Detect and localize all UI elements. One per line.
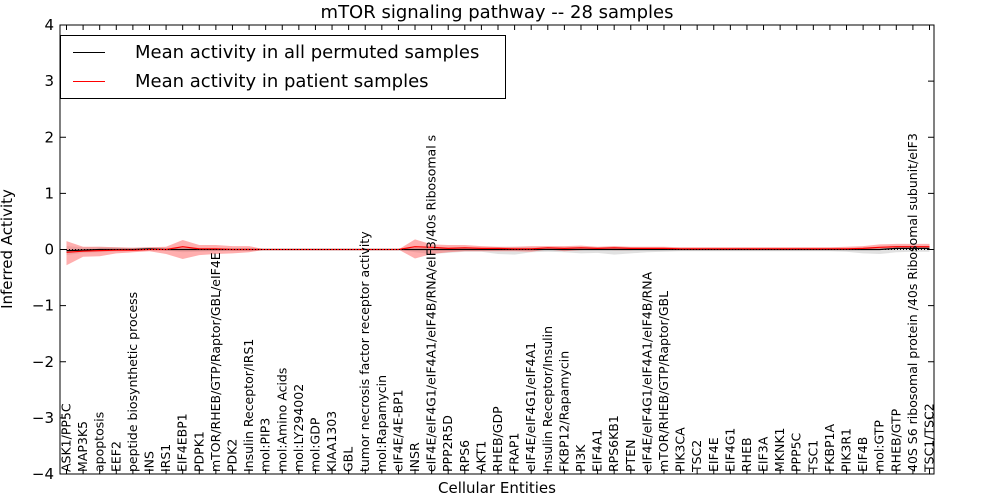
x-tick-label: MAP3K5 [75,421,90,472]
x-tick-label: PI3K [573,444,588,472]
x-tick-label: mol:Rapamycin [374,375,389,472]
x-tick-label: EIF3A [756,436,771,472]
x-tick-label: EIF4A1 [590,429,605,472]
legend-swatch-permuted [73,51,105,53]
x-tick-label: mol:Amino Acids [274,368,289,472]
x-tick-label: RPS6 [457,440,472,472]
x-tick-label: RHEB [739,437,754,472]
x-tick-label: eIF4E/eIF4G1/eIF4A1/eIF4B/RNA/eIF3/40s R… [424,135,439,472]
x-tick-label: Insulin Receptor/IRS1 [241,339,256,472]
x-tick-label: PDPK1 [191,431,206,472]
x-tick-label: PIK3CA [673,427,688,472]
x-tick-label: FRAP1 [507,433,522,472]
x-tick-label: PTEN [623,440,638,472]
x-tick-label: RHEB/GDP [490,406,505,472]
y-axis-label: Inferred Activity [0,189,16,309]
legend-swatch-patient [73,80,105,82]
legend-item-permuted: Mean activity in all permuted samples [73,39,479,65]
x-tick-label: Insulin Receptor/Insulin [540,326,555,472]
legend-item-patient: Mean activity in patient samples [73,68,429,94]
y-tick-label: −1 [32,297,54,315]
x-tick-label: apoptosis [92,412,107,472]
x-tick-label: eIF4E/eIF4G1/eIF4A1/eIF4B/RNA [639,271,654,472]
y-tick-label: 1 [44,184,54,202]
y-tick-label: 3 [44,72,54,90]
y-tick-label: 2 [44,128,54,146]
x-tick-label: ASK1/PP5C [59,403,74,472]
series-line-1 [66,246,930,253]
x-tick-label: RHEB/GTP [888,408,903,472]
x-tick-label: mol:LY294002 [291,384,306,472]
legend: Mean activity in all permuted samples Me… [60,35,506,99]
x-tick-label: PDK2 [224,439,239,472]
x-tick-label: mol:GDP [307,417,322,472]
x-tick-label: TSC2 [689,440,704,473]
x-tick-label: EIF4B [855,437,870,472]
x-tick-label: EEF2 [108,441,123,472]
x-tick-label: RPS6KB1 [606,415,621,472]
x-tick-label: INSR [407,442,422,472]
x-tick-label: MKNK1 [772,428,787,472]
x-tick-label: AKT1 [473,441,488,472]
y-tick-label: 4 [44,16,54,34]
x-tick-label: TSC1/TSC2 [922,403,937,473]
x-tick-label: EIF4E [706,437,721,472]
x-tick-label: TSC1 [805,440,820,473]
y-tick-label: −3 [32,409,54,427]
x-tick-label: eIF4E/4E-BP1 [390,389,405,472]
x-tick-label: FKBP1A [822,424,837,472]
x-tick-label: mol:PIP3 [258,418,273,472]
x-tick-label: KIAA1303 [324,411,339,472]
x-tick-label: mTOR/RHEB/GTP/Raptor/GBL [656,291,671,472]
x-axis-label: Cellular Entities [438,479,556,497]
x-tick-label: IRS1 [158,444,173,472]
x-tick-label: eIF4E/eIF4G1/eIF4A1 [523,342,538,472]
legend-label-patient: Mean activity in patient samples [135,70,429,92]
x-tick-label: mol:GTP [872,420,887,472]
x-tick-label: tumor necrosis factor receptor activity [357,231,372,472]
x-tick-label: FKBP12/Rapamycin [556,351,571,472]
x-tick-label: EIF4EBP1 [175,413,190,472]
x-tick-label: peptide biosynthetic process [125,292,140,472]
x-tick-label: 40S S6 ribosomal protein /40s Ribosomal … [905,133,920,472]
x-tick-label: PIK3R1 [839,428,854,472]
x-tick-label: mTOR/RHEB/GTP/Raptor/GBL/eIF4E [208,252,223,472]
x-tick-label: EIF4G1 [722,428,737,472]
y-tick-label: −2 [32,353,54,371]
x-tick-label: PPP2R5D [440,415,455,472]
x-tick-label: GBL [341,447,356,472]
chart-title: mTOR signaling pathway -- 28 samples [320,2,674,23]
y-tick-label: 0 [44,241,54,259]
series-band-1 [66,239,930,266]
x-tick-label: INS [141,451,156,472]
x-tick-label: PPP5C [789,432,804,472]
legend-label-permuted: Mean activity in all permuted samples [135,41,480,63]
y-tick-label: −4 [32,465,54,483]
